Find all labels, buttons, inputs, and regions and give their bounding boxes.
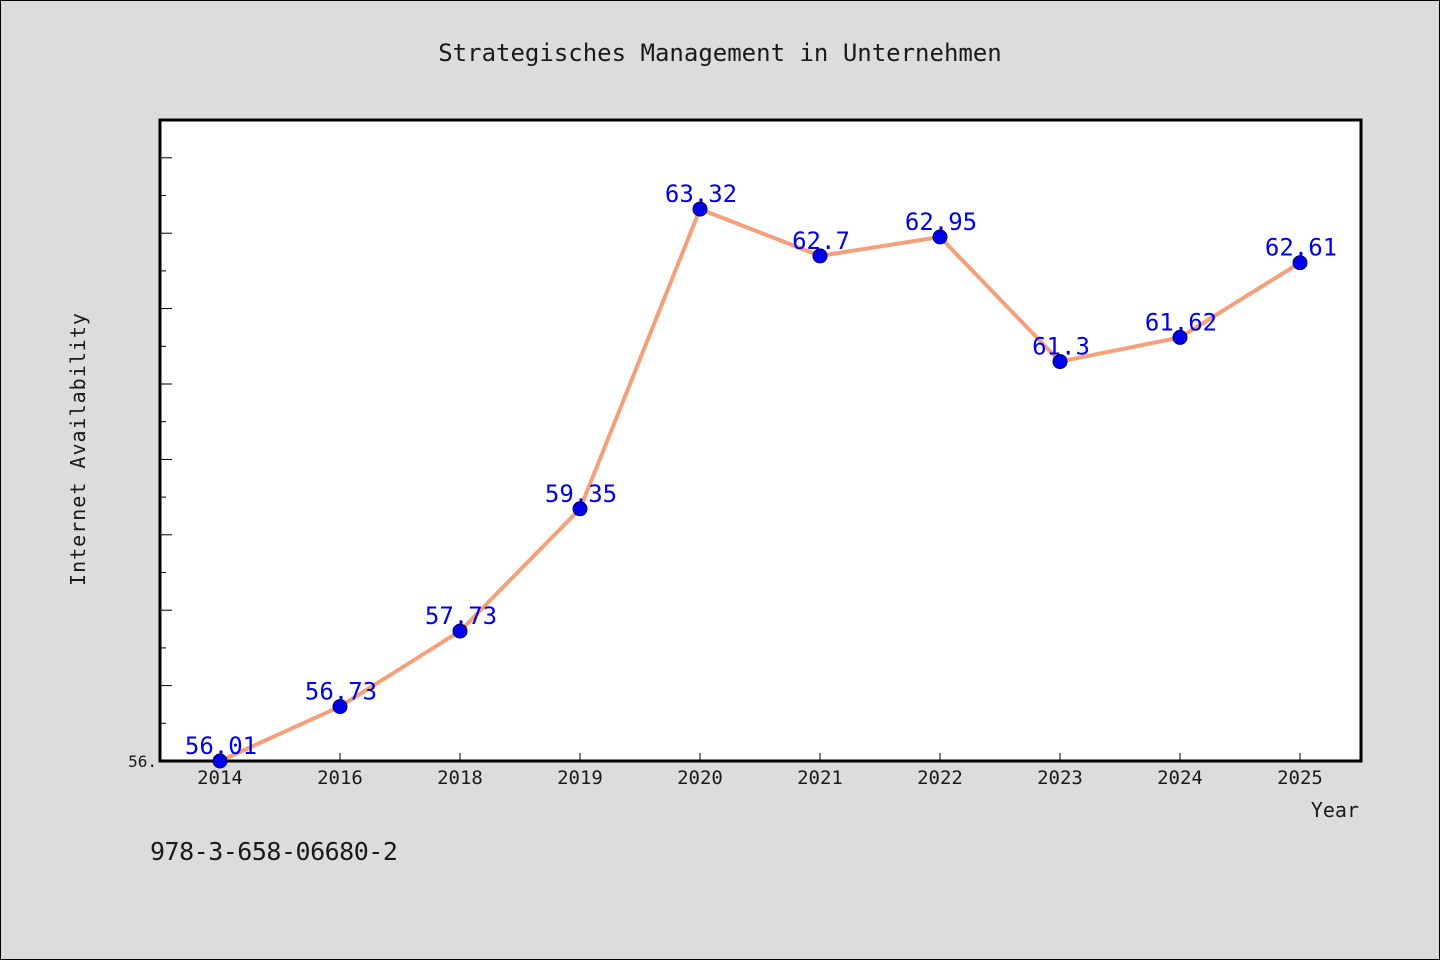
data-point xyxy=(572,501,588,517)
data-point xyxy=(212,753,228,769)
x-tick-label: 2019 xyxy=(557,767,603,789)
x-tick-label: 2023 xyxy=(1037,767,1083,789)
data-point xyxy=(812,248,828,264)
data-label: 56.01 xyxy=(185,732,257,760)
data-label: 61.3 xyxy=(1032,333,1090,361)
x-tick-label: 2022 xyxy=(917,767,963,789)
isbn-footer: 978-3-658-06680-2 xyxy=(150,837,398,866)
data-point xyxy=(932,229,948,245)
x-tick-label: 2016 xyxy=(317,767,363,789)
series-line-group xyxy=(218,207,1302,763)
x-tick-label: 2024 xyxy=(1157,767,1203,789)
data-point xyxy=(692,201,708,217)
data-point xyxy=(1052,354,1068,370)
data-label: 62.95 xyxy=(905,208,977,236)
data-markers xyxy=(212,201,1308,769)
x-axis-ticks: 2014 2016 2018 2019 2020 2021 2022 2023 2024 2025 xyxy=(197,753,1323,789)
x-axis-label: Year xyxy=(1311,798,1359,822)
series-line xyxy=(218,207,1302,763)
data-label: 62.7 xyxy=(792,227,850,255)
x-tick-label: 2025 xyxy=(1277,767,1323,789)
data-label: 57.73 xyxy=(425,602,497,630)
data-point xyxy=(452,623,468,639)
data-point xyxy=(332,699,348,715)
data-point xyxy=(1292,255,1308,271)
x-tick-label: 2020 xyxy=(677,767,723,789)
data-point xyxy=(1172,329,1188,345)
chart-title: Strategisches Management in Unternehmen xyxy=(438,39,1002,67)
y-axis-ticks xyxy=(160,157,172,762)
data-label: 63.32 xyxy=(665,180,737,208)
x-tick-label: 2021 xyxy=(797,767,843,789)
data-label: 59.35 xyxy=(545,480,617,508)
data-label: 61.62 xyxy=(1145,308,1217,336)
y-axis-label: Internet Availability xyxy=(66,312,90,586)
x-tick-label: 2018 xyxy=(437,767,483,789)
x-tick-label: 2014 xyxy=(197,767,243,789)
y-tick-label: 56. xyxy=(128,752,157,771)
plot-area xyxy=(158,118,1363,763)
data-labels: 56.01 56.73 57.73 59.35 63.32 62.7 62.95 61.3 61… xyxy=(185,180,1337,760)
data-label: 56.73 xyxy=(305,678,377,706)
data-label: 62.61 xyxy=(1265,234,1337,262)
